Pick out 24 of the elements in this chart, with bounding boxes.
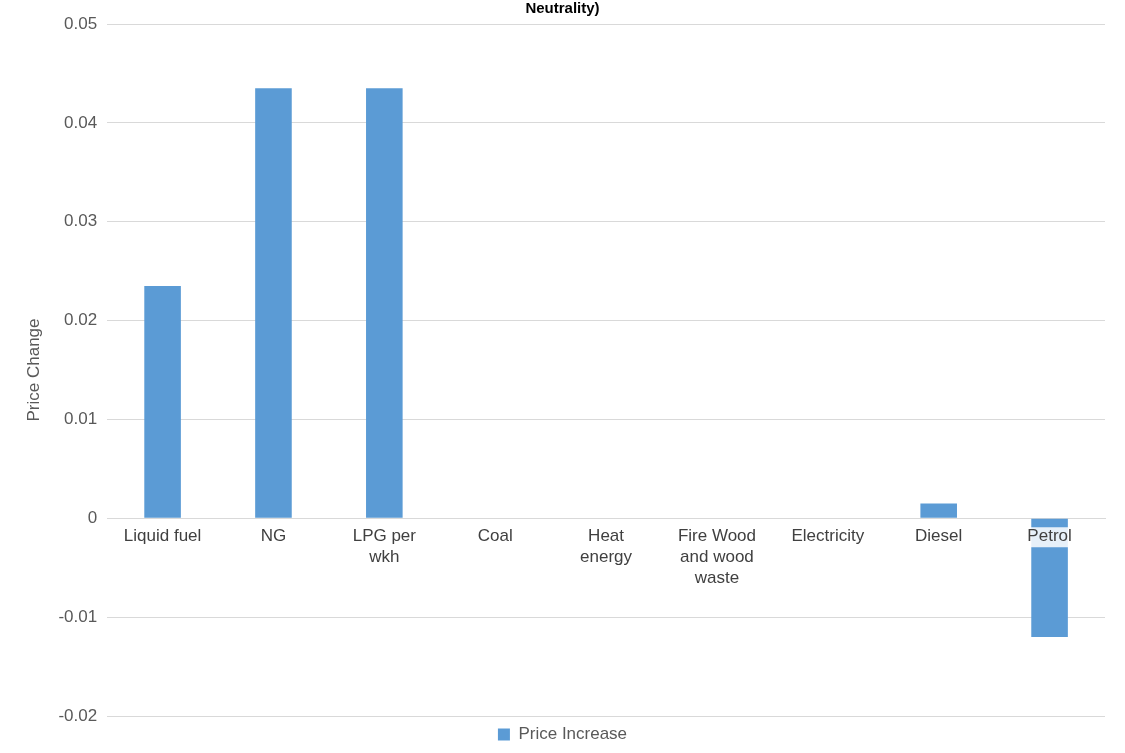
y-tick-label: 0.01 [64, 409, 98, 429]
y-tick-label: 0.02 [64, 310, 98, 330]
y-tick-label: 0.05 [64, 13, 98, 33]
x-tick-label: Electricity [791, 526, 865, 546]
x-tick-label: NG [260, 526, 287, 546]
y-tick-label: -0.01 [58, 606, 98, 626]
x-tick-label: Diesel [915, 526, 963, 546]
y-tick-label: 0 [87, 507, 98, 527]
bar [255, 88, 292, 518]
chart-title: Neutrality) [525, 0, 600, 17]
y-tick-label: 0.03 [64, 211, 98, 231]
x-tick-label: Coal [477, 526, 513, 546]
bar [920, 503, 957, 518]
x-tick-label: Fire Wood and wood waste [677, 526, 756, 588]
x-tick-label: Petrol [1027, 526, 1072, 546]
bar [144, 285, 181, 518]
x-tick-label: Heat energy [580, 526, 633, 567]
bar [366, 88, 403, 518]
legend-label: Price Increase [518, 724, 628, 744]
y-axis-title: Price Change [23, 318, 43, 422]
x-tick-label: LPG per wkh [352, 526, 417, 567]
y-tick-label: 0.04 [64, 112, 98, 132]
y-tick-label: -0.02 [58, 705, 98, 725]
x-tick-label: Liquid fuel [123, 526, 202, 546]
